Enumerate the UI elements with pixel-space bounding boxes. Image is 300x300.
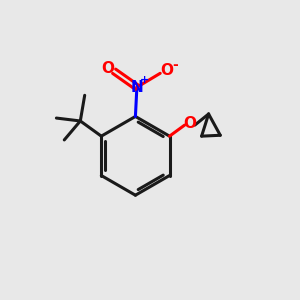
Text: O: O [101, 61, 114, 76]
Text: O: O [160, 64, 173, 79]
Text: -: - [172, 58, 178, 71]
Text: +: + [140, 75, 149, 85]
Text: N: N [130, 80, 143, 95]
Text: O: O [183, 116, 196, 130]
